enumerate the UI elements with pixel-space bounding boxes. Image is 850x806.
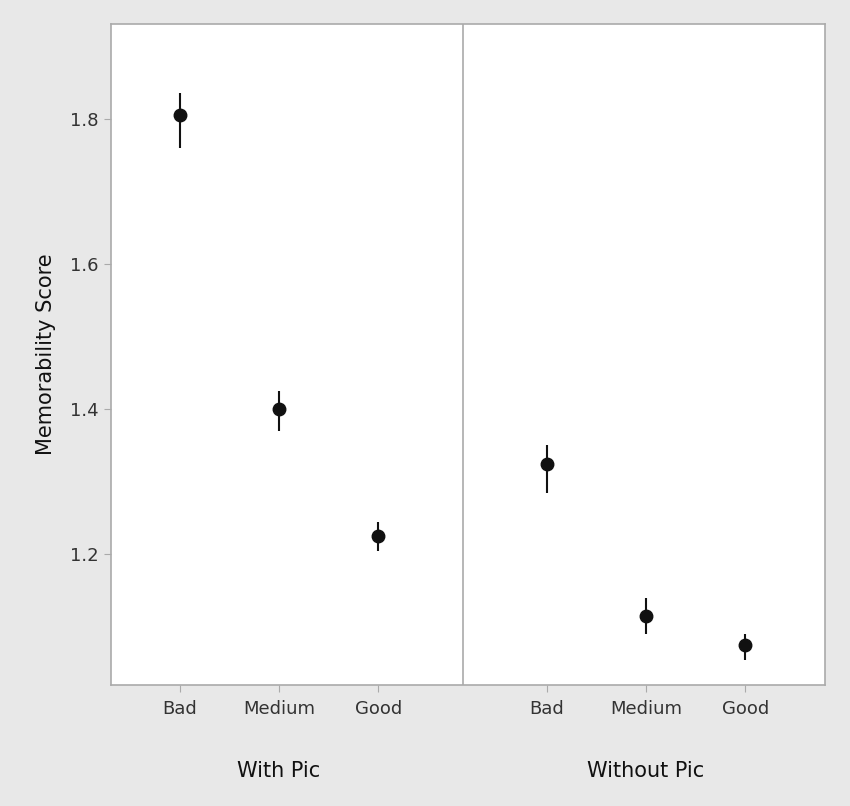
Text: With Pic: With Pic <box>237 762 320 782</box>
Y-axis label: Memorability Score: Memorability Score <box>37 254 56 455</box>
Text: Without Pic: Without Pic <box>587 762 705 782</box>
